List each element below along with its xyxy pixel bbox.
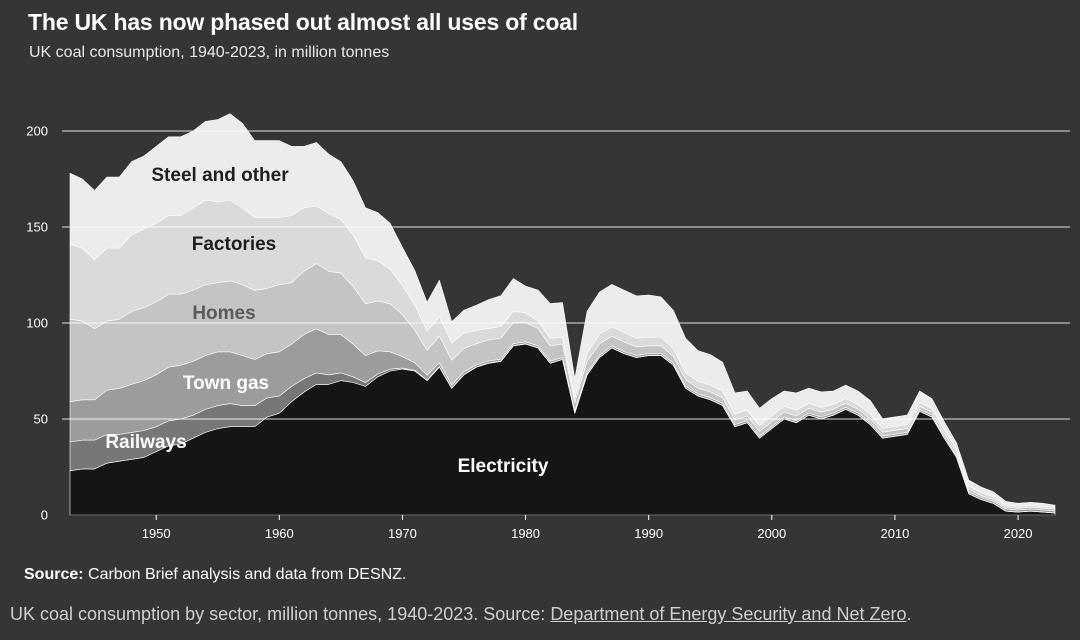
series-label-railways: Railways (105, 432, 186, 453)
series-label-homes: Homes (192, 303, 255, 324)
caption-end: . (906, 604, 912, 624)
y-tick-label-0: 0 (41, 508, 48, 523)
chart: 0 50 100 150 200 1950 1960 1970 1980 1990 2000 201… (26, 113, 1070, 541)
x-tick-label-1980: 1980 (511, 526, 540, 541)
gridlines (62, 130, 1070, 516)
y-tick-label-200: 200 (26, 124, 48, 139)
source-text: Carbon Brief analysis and data from DESN… (83, 566, 407, 583)
series-labels: Steel and other Factories Homes Town gas Rai… (105, 165, 549, 477)
y-axis: 0 50 100 150 200 (26, 124, 48, 523)
source-label: Source: (24, 566, 84, 583)
x-tick-label-2000: 2000 (757, 526, 786, 541)
y-tick-label-150: 150 (26, 220, 48, 235)
x-tick-label-2010: 2010 (880, 526, 909, 541)
series-label-factories: Factories (192, 234, 276, 255)
area-steel-and-other (69, 113, 1056, 508)
chart-title: The UK has now phased out almost all use… (28, 9, 578, 35)
y-tick-label-50: 50 (34, 412, 48, 427)
x-tick-label-2020: 2020 (1004, 526, 1033, 541)
chart-subtitle: UK coal consumption, 1940-2023, in milli… (29, 44, 390, 61)
x-tick-label-1990: 1990 (634, 526, 663, 541)
source-note: Source: Carbon Brief analysis and data f… (24, 566, 406, 584)
series-label-steel-and-other: Steel and other (151, 165, 289, 186)
series-label-town-gas: Town gas (183, 373, 269, 394)
stacked-areas (69, 113, 1056, 516)
x-tick-label-1970: 1970 (388, 526, 417, 541)
x-axis: 1950 1960 1970 1980 1990 2000 2010 2020 (142, 515, 1033, 541)
series-label-electricity: Electricity (458, 456, 549, 477)
caption-text: UK coal consumption by sector, million t… (10, 604, 551, 624)
y-tick-label-100: 100 (26, 316, 48, 331)
caption: UK coal consumption by sector, million t… (10, 604, 912, 625)
desnz-link[interactable]: Department of Energy Security and Net Ze… (550, 604, 907, 624)
x-tick-label-1960: 1960 (265, 526, 294, 541)
x-tick-label-1950: 1950 (142, 526, 171, 541)
